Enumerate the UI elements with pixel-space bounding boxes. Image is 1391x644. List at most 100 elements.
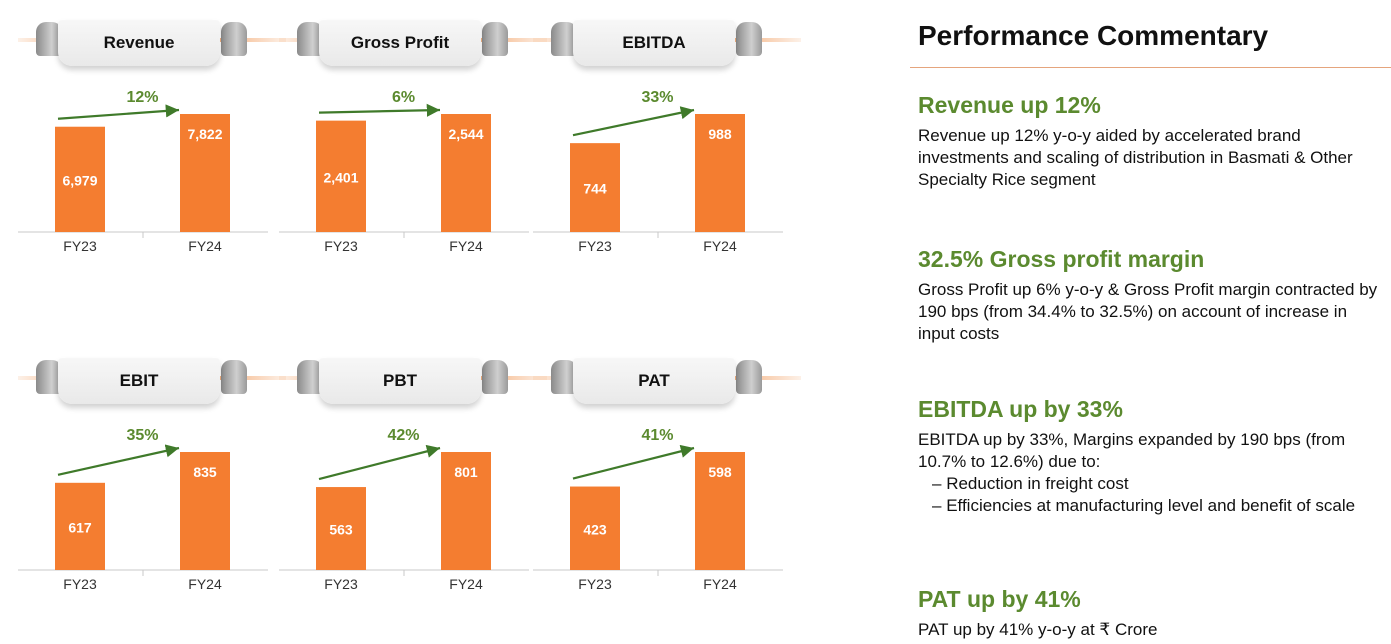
bullet-item: Reduction in freight cost: [918, 473, 1388, 495]
commentary-heading: 32.5% Gross profit margin: [918, 246, 1205, 272]
bar: [316, 487, 366, 570]
chart-title: PAT: [573, 358, 735, 404]
bar: [180, 452, 230, 570]
growth-label: 41%: [641, 427, 673, 444]
tab-header: PAT: [533, 338, 801, 408]
x-tick-label: FY23: [324, 576, 358, 592]
commentary-text: Revenue up 12% y-o-y aided by accelerate…: [918, 126, 1353, 189]
chart-svg: 423 FY23 598 FY24 41%: [533, 427, 783, 592]
chart-svg: 2,401 FY23 2,544 FY24 6%: [279, 89, 529, 254]
tab-curl-right: [482, 22, 508, 56]
tab-header: EBIT: [18, 338, 286, 408]
bar: [570, 486, 620, 570]
bullet-item: Efficiencies at manufacturing level and …: [918, 495, 1388, 517]
tab-curl-right: [736, 22, 762, 56]
bar-value-label: 2,401: [323, 169, 358, 185]
growth-arrow: [572, 444, 695, 480]
pat-chart: 423 FY23 598 FY24 41%: [533, 408, 793, 598]
commentary-heading: EBITDA up by 33%: [918, 396, 1123, 422]
chart-title: Revenue: [58, 20, 220, 66]
x-tick-label: FY24: [703, 238, 737, 254]
bar-value-label: 835: [193, 464, 217, 480]
growth-arrow: [572, 106, 695, 137]
commentary-title: Performance Commentary: [918, 20, 1269, 51]
ebit-chart: 617 FY23 835 FY24 35%: [18, 408, 278, 598]
x-tick-label: FY23: [63, 238, 97, 254]
pbt-panel: PBT 563 FY23 801 FY24 42%: [279, 338, 547, 598]
tab-curl-left: [551, 360, 577, 394]
ebitda-panel: EBITDA 744 FY23 988 FY24 33%: [533, 0, 801, 260]
bar: [55, 482, 105, 570]
commentary-item-revenue: Revenue up 12% Revenue up 12% y-o-y aide…: [918, 92, 1388, 191]
bar: [695, 114, 745, 232]
growth-label: 42%: [387, 427, 419, 444]
bar: [316, 120, 366, 232]
bar-value-label: 801: [454, 464, 478, 480]
x-tick-label: FY24: [188, 238, 222, 254]
revenue-panel: Revenue 6,979 FY23 7,822 FY24 12%: [18, 0, 286, 260]
bar-value-label: 988: [708, 126, 732, 142]
pbt-chart: 563 FY23 801 FY24 42%: [279, 408, 539, 598]
bar-value-label: 563: [329, 522, 353, 538]
growth-arrow: [57, 444, 180, 476]
x-tick-label: FY23: [63, 576, 97, 592]
growth-label: 33%: [641, 89, 673, 106]
growth-arrow: [57, 104, 180, 120]
chart-svg: 617 FY23 835 FY24 35%: [18, 427, 268, 592]
chart-title: EBIT: [58, 358, 220, 404]
chart-svg: 6,979 FY23 7,822 FY24 12%: [18, 89, 268, 254]
pat-panel: PAT 423 FY23 598 FY24 41%: [533, 338, 801, 598]
commentary-item-pat: PAT up by 41% PAT up by 41% y-o-y at ₹ C…: [918, 586, 1388, 641]
tab-header: Revenue: [18, 0, 286, 70]
growth-label: 12%: [126, 89, 158, 106]
bar: [441, 114, 491, 232]
bar: [695, 452, 745, 570]
commentary-section: Performance Commentary Revenue up 12% Re…: [910, 0, 1391, 644]
chart-svg: 744 FY23 988 FY24 33%: [533, 89, 783, 254]
x-tick-label: FY24: [449, 238, 483, 254]
chart-title: PBT: [319, 358, 481, 404]
revenue-chart: 6,979 FY23 7,822 FY24 12%: [18, 70, 278, 260]
bar-value-label: 7,822: [187, 126, 222, 142]
bar: [55, 126, 105, 232]
x-tick-label: FY23: [578, 576, 612, 592]
tab-header: EBITDA: [533, 0, 801, 70]
tab-curl-left: [36, 360, 62, 394]
commentary-heading: Revenue up 12%: [918, 92, 1101, 118]
chart-title: EBITDA: [573, 20, 735, 66]
bullet-list: Reduction in freight cost Efficiencies a…: [918, 473, 1388, 517]
bar-value-label: 598: [708, 464, 732, 480]
x-tick-label: FY24: [703, 576, 737, 592]
tab-header: Gross Profit: [279, 0, 547, 70]
x-tick-label: FY23: [578, 238, 612, 254]
bar-value-label: 617: [68, 519, 92, 535]
growth-arrow: [318, 103, 441, 117]
growth-label: 35%: [126, 427, 158, 444]
tab-curl-left: [36, 22, 62, 56]
gross-profit-panel: Gross Profit 2,401 FY23 2,544 FY24 6%: [279, 0, 547, 260]
divider: [910, 67, 1391, 68]
ebitda-chart: 744 FY23 988 FY24 33%: [533, 70, 793, 260]
tab-curl-right: [736, 360, 762, 394]
bar: [570, 143, 620, 232]
tab-curl-right: [221, 360, 247, 394]
commentary-item-gross-profit: 32.5% Gross profit margin Gross Profit u…: [918, 246, 1388, 345]
bar: [441, 452, 491, 570]
ebit-panel: EBIT 617 FY23 835 FY24 35%: [18, 338, 286, 598]
x-tick-label: FY23: [324, 238, 358, 254]
chart-title: Gross Profit: [319, 20, 481, 66]
tab-curl-left: [551, 22, 577, 56]
commentary-heading: PAT up by 41%: [918, 586, 1081, 612]
growth-arrow: [318, 444, 441, 481]
commentary-item-ebitda: EBITDA up by 33% EBITDA up by 33%, Margi…: [918, 396, 1388, 517]
x-tick-label: FY24: [188, 576, 222, 592]
bar-value-label: 423: [583, 521, 607, 537]
commentary-text: PAT up by 41% y-o-y at ₹ Crore: [918, 620, 1158, 639]
bar-value-label: 744: [583, 181, 607, 197]
tab-header: PBT: [279, 338, 547, 408]
tab-curl-right: [482, 360, 508, 394]
bar: [180, 114, 230, 232]
tab-curl-left: [297, 22, 323, 56]
growth-label: 6%: [392, 89, 415, 106]
gross-profit-chart: 2,401 FY23 2,544 FY24 6%: [279, 70, 539, 260]
